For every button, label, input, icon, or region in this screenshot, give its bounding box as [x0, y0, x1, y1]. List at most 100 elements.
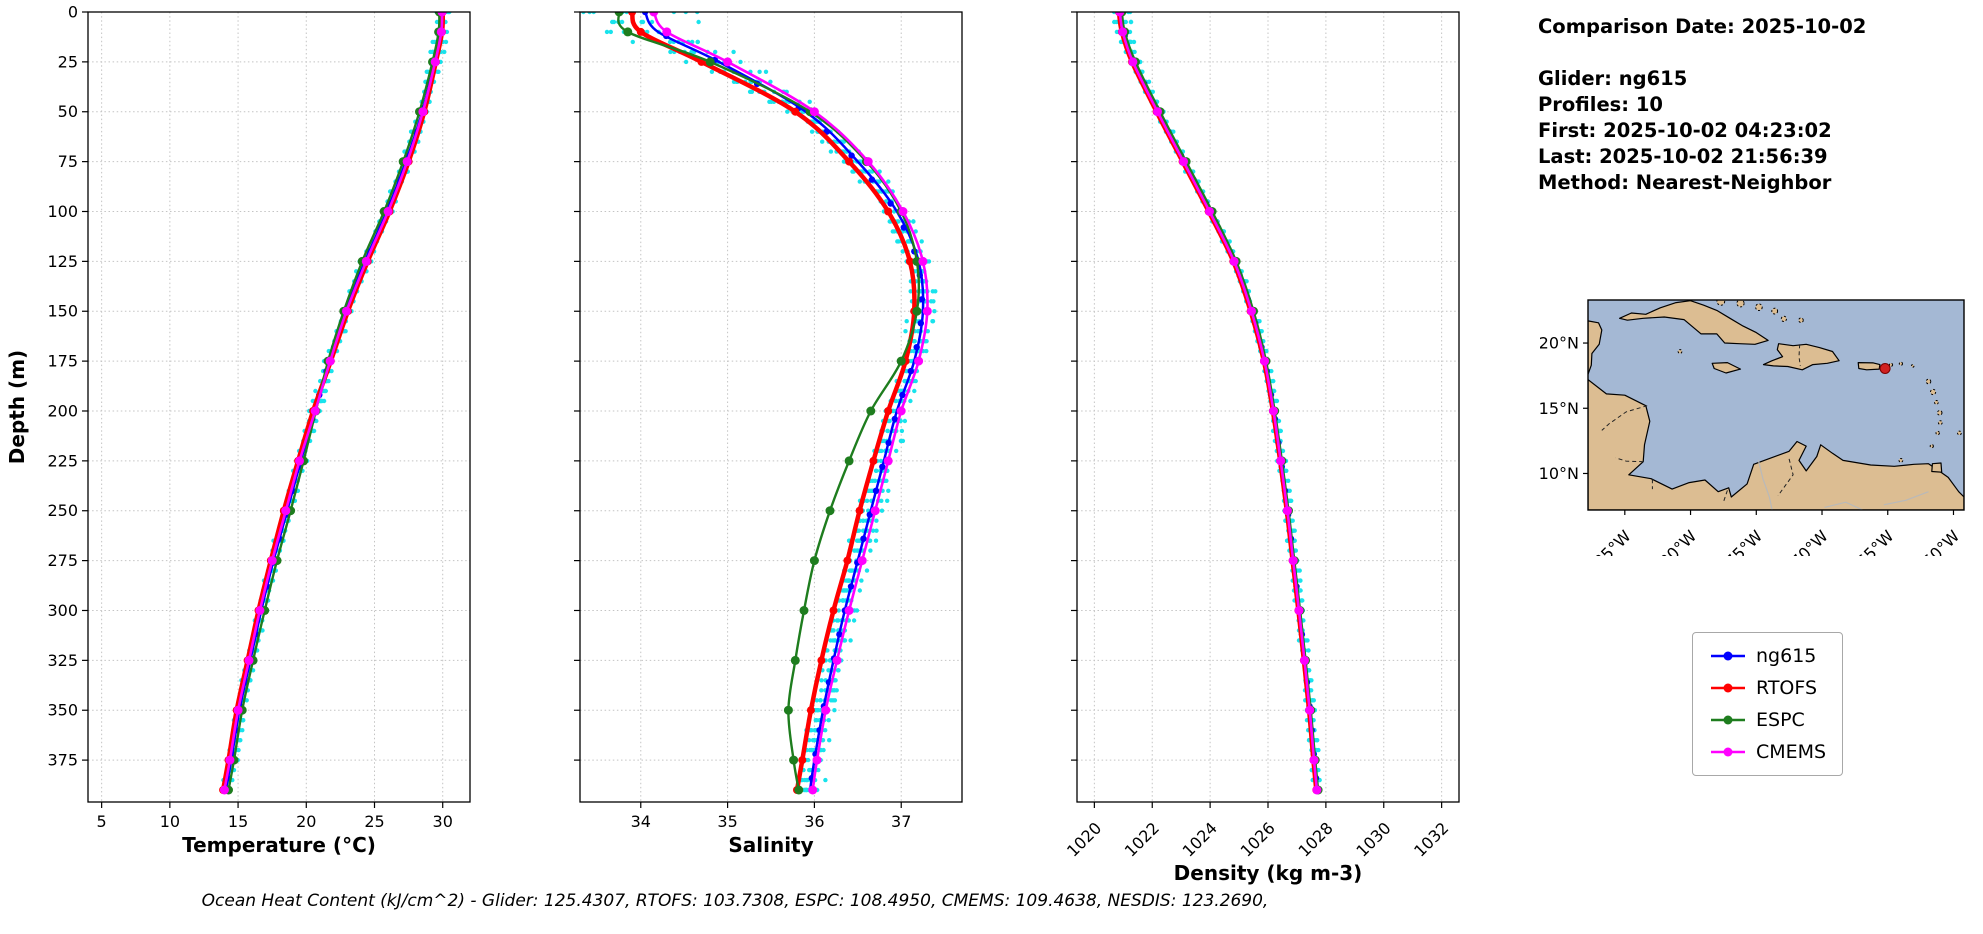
ohc-footer: Ocean Heat Content (kJ/cm^2) - Glider: 1…	[201, 891, 1269, 911]
series-ng615	[1117, 12, 1320, 791]
country-border	[1601, 405, 1648, 431]
info-line: First: 2025-10-02 04:23:02	[1538, 119, 1832, 142]
y-tick-label: 25	[58, 52, 78, 71]
islet	[1716, 300, 1726, 306]
river-line	[1824, 501, 1864, 510]
x-axis-label: Density (kg m-3)	[1174, 861, 1363, 885]
country-border	[1777, 458, 1794, 496]
x-tick-label: 35	[717, 812, 737, 831]
map-lon-label: 70°W	[1787, 526, 1832, 556]
legend-label: RTOFS	[1756, 677, 1818, 699]
info-line: Comparison Date: 2025-10-02	[1538, 15, 1867, 38]
x-tick-label: 1028	[1295, 818, 1337, 860]
map-lat-label: 15°N	[1540, 399, 1579, 418]
x-tick-label: 1020	[1063, 818, 1105, 860]
x-tick-label: 1024	[1179, 818, 1221, 860]
legend-line-marker-icon	[1711, 683, 1745, 693]
islet	[1677, 349, 1683, 354]
map-lon-label: 60°W	[1919, 526, 1964, 556]
series-ng615	[641, 12, 926, 791]
x-tick-label: 5	[97, 812, 107, 831]
x-tick-label: 25	[364, 812, 384, 831]
islet	[1888, 362, 1894, 367]
islet	[1935, 430, 1940, 436]
legend-label: ESPC	[1756, 709, 1805, 731]
islet	[1898, 361, 1903, 366]
x-tick-label: 30	[433, 812, 453, 831]
legend: ng615 RTOFS ESPC CMEMS	[1692, 632, 1844, 776]
islet	[1934, 400, 1939, 405]
y-tick-label: 75	[58, 152, 78, 171]
country-border	[1722, 490, 1728, 503]
legend-label: CMEMS	[1756, 741, 1827, 763]
legend-item-espc: ESPC	[1709, 709, 1826, 731]
islet	[1898, 458, 1904, 463]
series-ESPC	[614, 12, 922, 795]
y-tick-label: 325	[47, 651, 78, 670]
y-tick-label: 0	[68, 3, 78, 22]
axes: 1020 1022 1024 1026 1028 1030 1032 Density (kg …	[1063, 11, 1452, 885]
grid	[580, 11, 962, 802]
info-panel: Comparison Date: 2025-10-02 Glider: ng615…	[1538, 14, 1968, 196]
islet	[1957, 430, 1962, 436]
islet	[1929, 444, 1934, 449]
x-axis-label: Salinity	[728, 833, 813, 857]
river-line	[1757, 459, 1773, 510]
y-tick-label: 250	[47, 501, 78, 520]
landmass	[1711, 362, 1742, 374]
country-border	[1615, 457, 1644, 463]
glider-location-marker	[1879, 363, 1891, 374]
series-ESPC	[1117, 12, 1323, 795]
legend-line-marker-icon	[1711, 715, 1745, 725]
y-axis-label: Depth (m)	[5, 350, 29, 464]
info-line	[1538, 40, 1968, 66]
y-tick-label: 125	[47, 252, 78, 271]
legend-label: ng615	[1756, 645, 1817, 667]
landmass	[1857, 362, 1881, 371]
y-tick-label: 50	[58, 102, 78, 121]
y-tick-label: 100	[47, 202, 78, 221]
map-lat-label: 20°N	[1540, 334, 1579, 353]
info-line: Glider: ng615	[1538, 67, 1688, 90]
series-CMEMS	[649, 12, 932, 795]
river-line	[1883, 491, 1929, 506]
y-tick-label: 375	[47, 751, 78, 770]
axes: 5 10 15 20 25 3002550751001251501752002252502…	[5, 3, 453, 858]
series-RTOFS	[219, 12, 447, 794]
islet	[1771, 307, 1779, 315]
y-tick-label: 300	[47, 601, 78, 620]
y-tick-label: 350	[47, 701, 78, 720]
y-tick-label: 175	[47, 352, 78, 371]
series-ESPC	[224, 12, 444, 795]
density-profile-chart: 1020 1022 1024 1026 1028 1030 1032 Density (kg …	[1063, 11, 1460, 885]
landmass	[1931, 462, 1943, 473]
x-tick-label: 36	[804, 812, 824, 831]
islet	[1930, 388, 1937, 396]
glider-raw-scatter	[1111, 12, 1322, 793]
x-tick-label: 1030	[1352, 818, 1394, 860]
islet	[1798, 317, 1804, 324]
x-tick-label: 20	[296, 812, 316, 831]
legend-item-rtofs: RTOFS	[1709, 677, 1826, 699]
temperature-profile-chart: 5 10 15 20 25 3002550751001251501752002252502…	[5, 3, 471, 858]
map-lon-label: 85°W	[1590, 526, 1635, 556]
y-tick-label: 150	[47, 302, 78, 321]
legend-item-cmems: CMEMS	[1709, 741, 1826, 763]
grid	[1077, 11, 1459, 802]
y-tick-label: 225	[47, 451, 78, 470]
x-tick-label: 10	[160, 812, 180, 831]
y-tick-label: 200	[47, 402, 78, 421]
info-line: Profiles: 10	[1538, 93, 1663, 116]
islet	[1937, 420, 1943, 426]
islet	[1936, 410, 1943, 416]
islet	[1755, 303, 1763, 312]
islet	[1780, 315, 1787, 322]
series-CMEMS	[219, 12, 447, 795]
islet	[1910, 364, 1915, 368]
x-tick-label: 1026	[1237, 818, 1279, 860]
landmass	[1762, 343, 1840, 371]
y-tick-label: 275	[47, 551, 78, 570]
map-lon-label: 75°W	[1721, 526, 1766, 556]
x-tick-label: 15	[228, 812, 248, 831]
